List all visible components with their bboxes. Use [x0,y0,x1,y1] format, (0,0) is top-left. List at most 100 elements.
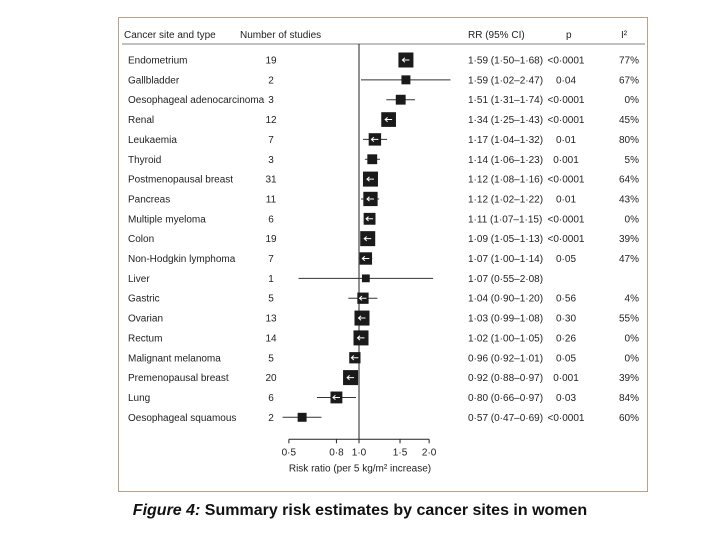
forest-row: Leukaemia 7 1·17 (1·04–1·32) 0·01 80% [128,133,639,146]
x-tick-label: 0·8 [329,447,344,458]
row-site-label: Thyroid [128,155,161,166]
row-study-count: 5 [268,294,274,305]
row-study-count: 13 [265,314,277,325]
x-tick-label: 1·5 [393,447,408,458]
row-site-label: Renal [128,115,154,126]
row-p-value: 0·05 [556,353,576,364]
row-rr-ci: 1·09 (1·05–1·13) [468,234,543,245]
row-study-count: 11 [266,194,277,205]
row-i2: 47% [619,254,639,265]
row-site-label: Rectum [128,333,162,344]
row-p-value: 0·56 [556,294,576,305]
row-p-value: 0·05 [556,254,576,265]
row-study-count: 3 [268,155,274,166]
row-rr-ci: 1·14 (1·06–1·23) [468,155,543,166]
point-estimate-square [361,274,370,283]
row-i2: 43% [619,194,639,205]
row-study-count: 1 [268,274,274,285]
forest-row: Premenopausal breast 20 0·92 (0·88–0·97) 0·… [128,370,639,386]
point-estimate-marker [401,57,410,63]
forest-rows: Endometrium 19 1·59 (1·50–1·68) <0·0001 77% G… [128,52,640,424]
row-study-count: 6 [268,393,274,404]
x-tick-label: 1·0 [352,447,367,458]
forest-row: Colon 19 1·09 (1·05–1·13) <0·0001 39% [128,231,639,247]
row-i2: 80% [619,135,639,146]
point-estimate-square [401,75,411,85]
row-site-label: Colon [128,234,154,245]
row-site-label: Premenopausal breast [128,373,229,384]
row-i2: 0% [625,214,640,225]
row-study-count: 6 [268,214,274,225]
point-estimate-marker [366,196,374,202]
row-p-value: <0·0001 [548,56,585,67]
row-site-label: Postmenopausal breast [128,175,233,186]
row-site-label: Oesophageal squamous [128,413,236,424]
row-i2: 67% [619,75,639,86]
point-estimate-marker [361,255,370,262]
row-i2: 0% [625,95,640,106]
forest-row: Multiple myeloma 6 1·11 (1·07–1·15) <0·0001… [128,212,640,225]
row-rr-ci: 1·11 (1·07–1·15) [468,214,542,225]
point-estimate-square [395,94,406,105]
point-estimate-marker [358,295,367,301]
forest-row: Oesophageal adenocarcinoma 3 1·51 (1·31–1·… [128,94,640,106]
header-studies: Number of studies [240,30,321,41]
point-estimate-marker [366,176,374,182]
row-rr-ci: 1·17 (1·04–1·32) [468,135,543,146]
forest-row: Endometrium 19 1·59 (1·50–1·68) <0·0001 77% [128,52,639,68]
figure-caption: Figure 4: Summary risk estimates by canc… [0,502,720,520]
row-i2: 5% [625,155,640,166]
row-study-count: 5 [268,353,274,364]
forest-row: Gallbladder 2 1·59 (1·02–2·47) 0·04 67% [128,75,639,86]
forest-row: Ovarian 13 1·03 (0·99–1·08) 0·30 55% [128,310,639,326]
row-site-label: Lung [128,393,150,404]
x-axis-label: Risk ratio (per 5 kg/m² increase) [289,463,431,474]
row-rr-ci: 0·80 (0·66–0·97) [468,393,543,404]
forest-plot: Cancer site and type Number of studies R… [122,30,645,474]
row-i2: 39% [619,373,639,384]
forest-row: Lung 6 0·80 (0·66–0·97) 0·03 84% [128,391,639,404]
row-rr-ci: 1·12 (1·08–1·16) [468,175,543,186]
row-rr-ci: 0·92 (0·88–0·97) [468,373,543,384]
figure-frame [118,17,648,492]
row-rr-ci: 1·02 (1·00–1·05) [468,333,543,344]
row-site-label: Leukaemia [128,135,177,146]
row-i2: 64% [619,175,639,186]
forest-row: Non-Hodgkin lymphoma 7 1·07 (1·00–1·14) 0·0… [128,252,639,265]
row-i2: 77% [619,56,639,67]
point-estimate-marker [350,355,359,361]
row-site-label: Pancreas [128,194,170,205]
row-p-value: 0·01 [556,135,576,146]
row-p-value: <0·0001 [548,413,585,424]
row-rr-ci: 1·04 (0·90–1·20) [468,294,543,305]
row-rr-ci: 1·07 (1·00–1·14) [468,254,543,265]
forest-row: Postmenopausal breast 31 1·12 (1·08–1·16) <… [128,171,639,187]
point-estimate-marker [363,236,372,242]
row-rr-ci: 1·34 (1·25–1·43) [468,115,543,126]
forest-row: Malignant melanoma 5 0·96 (0·92–1·01) 0·05 0… [128,352,639,364]
row-study-count: 31 [265,175,277,186]
forest-row: Rectum 14 1·02 (1·00–1·05) 0·26 0% [128,330,640,346]
row-i2: 0% [625,333,640,344]
row-p-value: <0·0001 [548,234,585,245]
row-rr-ci: 1·03 (0·99–1·08) [468,314,543,325]
header-site: Cancer site and type [124,30,216,41]
forest-row: Oesophageal squamous 2 0·57 (0·47–0·69) <0·… [128,413,639,424]
point-estimate-marker [370,136,379,142]
row-i2: 39% [619,234,639,245]
point-estimate-marker [346,375,355,381]
row-p-value: 0·03 [556,393,576,404]
forest-row: Liver 1 1·07 (0·55–2·08) [128,274,543,285]
row-study-count: 7 [268,254,274,265]
row-p-value: 0·26 [556,333,576,344]
row-site-label: Gallbladder [128,75,180,86]
row-study-count: 2 [268,413,274,424]
row-study-count: 19 [265,234,277,245]
row-study-count: 12 [265,115,277,126]
row-p-value: <0·0001 [548,175,585,186]
row-rr-ci: 0·57 (0·47–0·69) [468,413,543,424]
header-p: p [566,30,572,41]
point-estimate-square [297,412,307,422]
caption-label: Figure 4: [132,502,201,519]
row-rr-ci: 1·59 (1·02–2·47) [468,75,543,86]
